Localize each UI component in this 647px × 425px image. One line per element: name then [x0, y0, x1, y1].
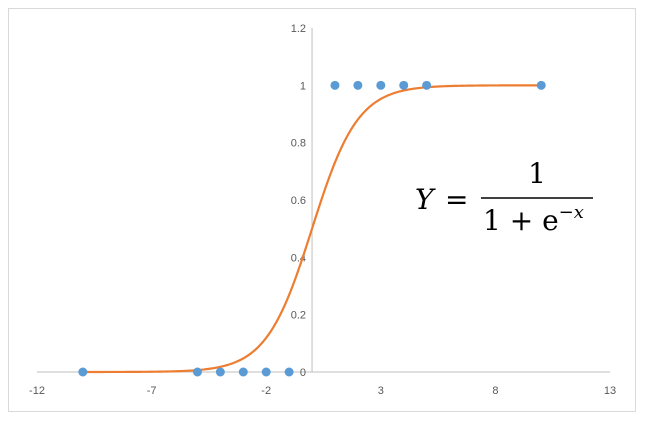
data-point: [215, 367, 225, 377]
data-point: [330, 80, 340, 90]
x-tick-label: -2: [261, 385, 271, 397]
y-tick-label: 0.2: [291, 310, 306, 322]
data-point: [536, 80, 546, 90]
y-tick-label: 0.8: [291, 138, 306, 150]
equation-denominator: 1 + e−x: [483, 202, 584, 237]
equation-equals: =: [445, 183, 468, 216]
x-tick-label: 3: [378, 385, 384, 397]
equation-lhs: Y: [415, 183, 436, 216]
x-tick-label: 13: [604, 385, 616, 397]
chart-frame: [8, 8, 636, 412]
sigmoid-curve-group: [82, 84, 542, 374]
data-point: [238, 367, 248, 377]
x-tick-label: -7: [147, 385, 157, 397]
equation-annotation: Y = 1 1 + e−x: [415, 157, 593, 237]
data-point: [78, 367, 88, 377]
y-tick-label: 1.2: [291, 23, 306, 35]
data-point: [422, 80, 432, 90]
data-point: [353, 80, 363, 90]
data-point: [284, 367, 294, 377]
x-tick-label: 8: [492, 385, 498, 397]
x-tick-label: -12: [29, 385, 45, 397]
data-point: [399, 80, 409, 90]
data-point: [261, 367, 271, 377]
scatter-points: [78, 80, 546, 377]
data-point: [192, 367, 202, 377]
sigmoid-curve: [82, 84, 542, 374]
data-point: [376, 80, 386, 90]
y-tick-label: 0: [300, 367, 306, 379]
y-tick-label: 1: [300, 80, 306, 92]
equation-numerator: 1: [528, 157, 546, 190]
y-tick-label: 0.6: [291, 195, 306, 207]
